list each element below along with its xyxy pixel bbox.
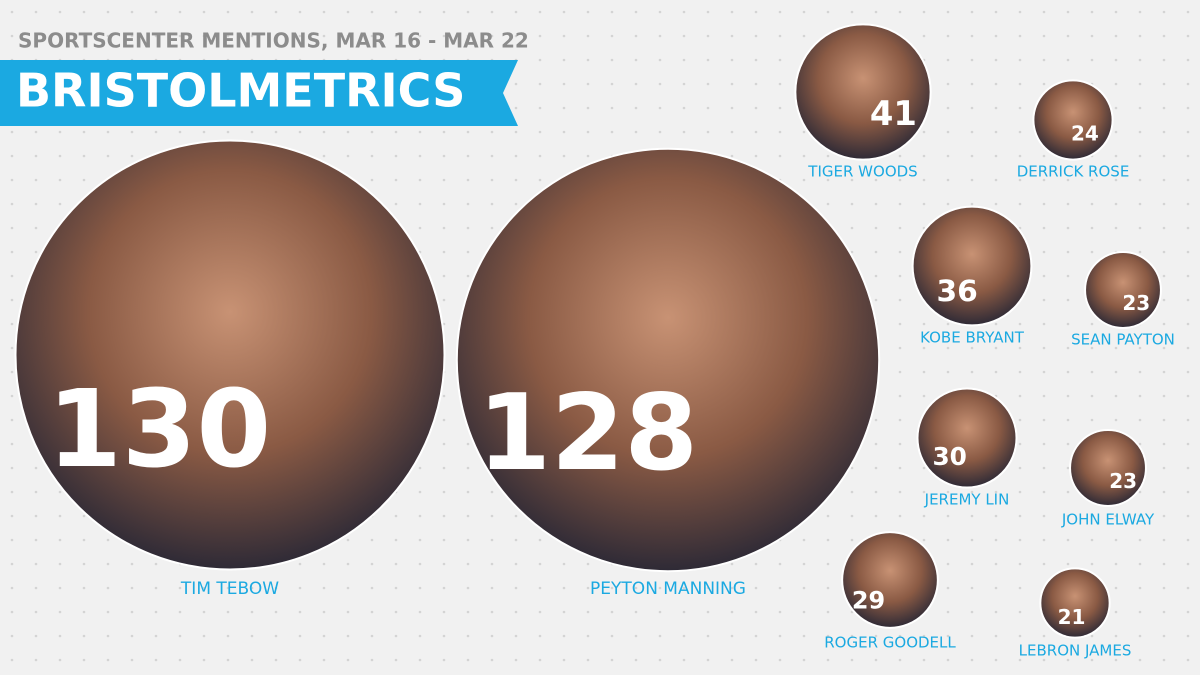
chart-title: BRISTOLMETRICS <box>16 64 465 118</box>
bubble <box>455 147 881 573</box>
name-label: TIGER WOODS <box>807 163 917 181</box>
bubble <box>1084 251 1162 329</box>
name-label: LEBRON JAMES <box>1019 642 1132 660</box>
bubble <box>841 531 939 629</box>
name-label: TIM TEBOW <box>180 579 279 599</box>
value-label: 41 <box>870 94 917 133</box>
value-label: 130 <box>47 367 271 492</box>
name-label: JOHN ELWAY <box>1061 511 1155 529</box>
name-label: PEYTON MANNING <box>590 579 746 599</box>
value-label: 128 <box>478 371 698 494</box>
bubble <box>14 139 446 571</box>
value-label: 24 <box>1071 122 1099 146</box>
bubble <box>911 205 1033 327</box>
value-label: 21 <box>1058 605 1086 629</box>
title-banner <box>0 60 518 126</box>
value-label: 36 <box>936 274 977 309</box>
name-label: SEAN PAYTON <box>1071 331 1175 349</box>
bubble <box>1032 79 1114 161</box>
value-label: 23 <box>1109 469 1137 493</box>
value-label: 30 <box>932 442 966 471</box>
value-label: 29 <box>852 587 885 615</box>
bubble <box>1069 429 1147 507</box>
bubble <box>916 387 1018 489</box>
bubbles: 130 TIM TEBOW 128 PEYTON MANNING 41 TIGER WOO… <box>14 23 1175 660</box>
name-label: KOBE BRYANT <box>920 329 1025 347</box>
name-label: JEREMY LIN <box>924 491 1010 509</box>
bubble <box>794 23 932 161</box>
name-label: DERRICK ROSE <box>1017 163 1130 181</box>
value-label: 23 <box>1122 291 1150 315</box>
bubble <box>1039 567 1111 639</box>
subtitle: SPORTSCENTER MENTIONS, MAR 16 - MAR 22 <box>18 29 529 53</box>
name-label: ROGER GOODELL <box>824 634 956 652</box>
